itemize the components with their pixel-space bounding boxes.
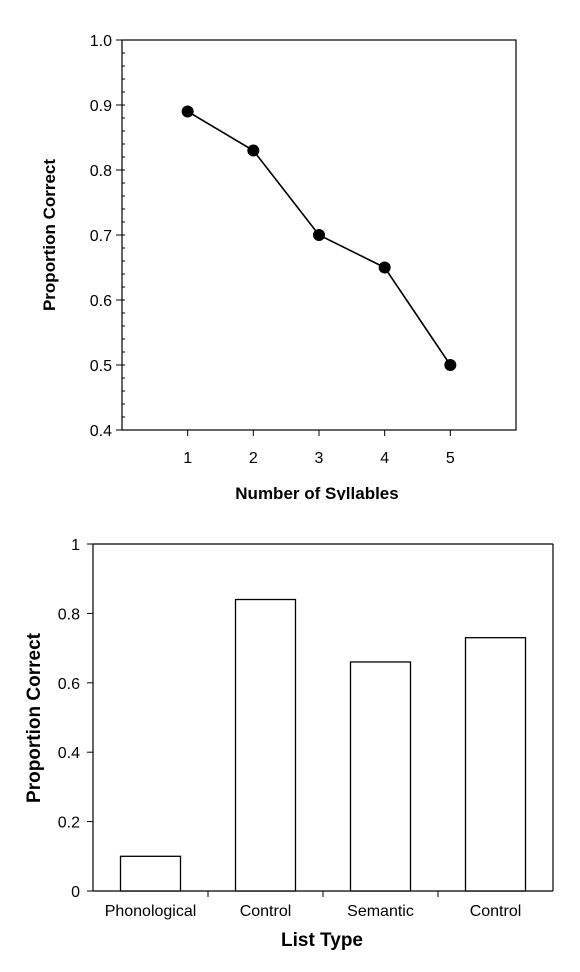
y-tick-label: 0.5 xyxy=(90,358,112,375)
x-tick-label: Phonological xyxy=(105,903,197,920)
chart2-axes: 0 0.2 0.4 0.6 0.8 1 Phonological Control Semanti… xyxy=(58,537,554,920)
chart2-x-axis-label: List Type xyxy=(281,930,363,951)
chart1-y-axis-label: Proportion Correct xyxy=(40,159,59,311)
y-tick-label: 0.6 xyxy=(58,676,80,693)
x-tick-label: 5 xyxy=(446,450,455,467)
x-tick-label: Control xyxy=(470,903,522,920)
y-tick-label: 0.2 xyxy=(58,815,80,832)
y-tick-label: 0.9 xyxy=(90,98,112,115)
data-point xyxy=(181,105,194,118)
bar xyxy=(234,598,297,892)
y-tick-label: 0.4 xyxy=(90,423,112,440)
chart2-marks xyxy=(119,598,527,892)
x-tick-label: Semantic xyxy=(347,903,414,920)
data-point xyxy=(313,229,325,241)
y-tick-label: 0.4 xyxy=(58,745,80,762)
y-tick-label: 0 xyxy=(71,884,80,901)
x-tick-label: Control xyxy=(240,903,292,920)
bar xyxy=(464,637,527,892)
data-point xyxy=(444,359,457,371)
x-tick-label: 3 xyxy=(315,450,324,467)
chart2-y-axis-label: Proportion Correct xyxy=(24,632,45,803)
y-tick-label: 0.6 xyxy=(90,293,112,310)
list-type-bar-chart: 0 0.2 0.4 0.6 0.8 1 Phonological Control Semanti… xyxy=(24,537,554,951)
y-tick-label: 1 xyxy=(71,537,80,554)
bar xyxy=(119,855,182,892)
bar xyxy=(349,661,412,892)
data-point xyxy=(247,144,260,157)
syllables-line-chart: 0.4 0.5 0.6 0.7 0.8 0.9 1.0 1 2 3 4 5 Number of Syl… xyxy=(40,33,517,500)
y-tick-label: 0.8 xyxy=(58,606,80,623)
data-point xyxy=(378,261,391,274)
y-tick-label: 1.0 xyxy=(90,33,112,50)
x-tick-label: 4 xyxy=(380,450,389,467)
y-tick-label: 0.7 xyxy=(90,228,112,245)
x-tick-label: 1 xyxy=(183,450,192,467)
chart1-x-axis-label: Number of Syllables xyxy=(235,484,398,500)
chart1-axes: 0.4 0.5 0.6 0.7 0.8 0.9 1.0 1 2 3 4 5 xyxy=(90,33,517,467)
y-tick-label: 0.8 xyxy=(90,163,112,180)
chart1-marks xyxy=(181,105,457,371)
x-tick-label: 2 xyxy=(249,450,258,467)
